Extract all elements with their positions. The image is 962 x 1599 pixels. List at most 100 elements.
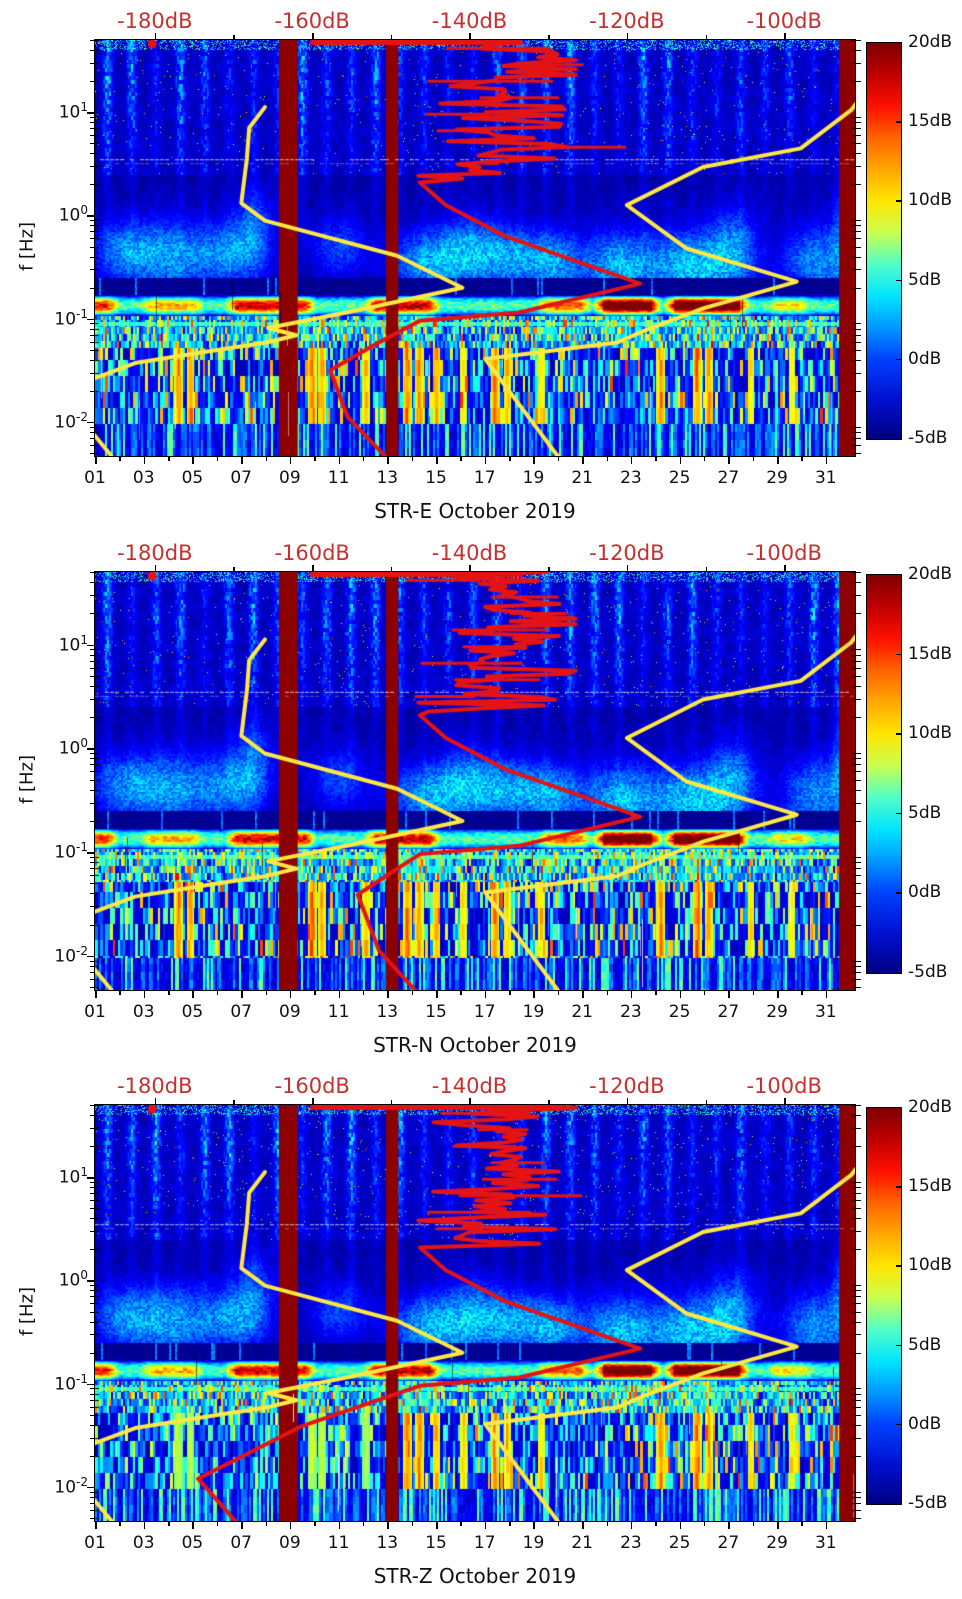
y-axis-minor-tick <box>856 862 861 864</box>
x-axis-tick <box>777 1522 779 1529</box>
spectrogram-canvas-STR-E <box>94 39 856 457</box>
y-axis-minor-tick <box>90 1249 95 1251</box>
y-axis-minor-tick <box>90 256 95 258</box>
x-axis-tick-label: 03 <box>132 1533 155 1553</box>
y-axis-minor-tick <box>856 334 861 336</box>
top-axis-tick <box>390 35 393 40</box>
y-axis-minor-tick <box>90 135 95 137</box>
x-axis-tick <box>533 457 535 464</box>
y-axis-minor-tick <box>856 184 861 186</box>
y-axis-minor-tick <box>856 660 861 662</box>
colorbar-tick <box>896 1423 901 1426</box>
y-axis-minor-tick <box>856 1437 861 1439</box>
x-axis-tick <box>825 1522 828 1529</box>
x-axis-tick <box>168 1522 170 1526</box>
x-axis-tick-label: 01 <box>84 468 106 488</box>
y-axis-minor-tick <box>856 1393 861 1395</box>
y-axis-minor-tick <box>90 862 95 864</box>
colorbar <box>866 42 902 440</box>
y-axis-tick <box>87 215 95 217</box>
x-axis-tick <box>289 457 292 464</box>
y-axis-tick <box>87 1383 95 1386</box>
y-tick-exponent: -1 <box>76 306 88 321</box>
x-axis-tick <box>387 991 389 998</box>
x-axis-tick <box>216 457 219 461</box>
x-axis-tick <box>436 1522 438 1529</box>
x-axis-tick <box>509 457 511 461</box>
x-axis-tick <box>216 1522 219 1526</box>
x-axis-tick <box>460 1522 462 1526</box>
x-axis-tick-label: 17 <box>473 1002 496 1022</box>
colorbar-tick-label: 20dB <box>908 1097 953 1117</box>
top-axis-label: -140dB <box>431 541 508 565</box>
colorbar-tick-label: 0dB <box>908 1413 942 1434</box>
x-axis-tick-label: 01 <box>84 1002 106 1022</box>
x-axis-tick <box>387 1522 389 1529</box>
y-tick-base: 10 <box>54 309 77 330</box>
top-axis-tick <box>390 567 393 572</box>
y-tick-base: 10 <box>54 842 77 863</box>
y-axis-minor-tick <box>90 166 95 168</box>
x-axis-tick-label: 23 <box>620 468 642 488</box>
y-axis-minor-tick <box>856 143 861 145</box>
y-axis-minor-tick <box>90 1491 95 1493</box>
y-axis-minor-tick <box>90 269 95 271</box>
y-axis-tick-label: 10-1 <box>28 307 88 330</box>
y-axis-minor-tick <box>856 153 861 155</box>
y-axis-minor-tick <box>90 1193 95 1195</box>
x-axis-tick <box>728 457 730 464</box>
y-axis-minor-tick <box>856 883 861 885</box>
y-axis-tick-label: 100 <box>28 736 88 759</box>
x-axis-tick-label: 09 <box>279 1533 301 1553</box>
x-axis-tick-label: 13 <box>376 1533 399 1553</box>
y-axis-tick-label: 100 <box>28 1268 88 1291</box>
x-axis-tick <box>338 457 341 464</box>
y-axis-tick-label: 10-2 <box>28 410 88 433</box>
y-tick-base: 10 <box>54 1477 77 1498</box>
x-axis-tick <box>655 457 657 461</box>
y-axis-tick <box>87 318 95 321</box>
x-axis-tick-label: 23 <box>620 1002 642 1022</box>
colorbar-tick-label: -5dB <box>908 428 948 448</box>
top-axis-label: -180dB <box>117 541 193 565</box>
top-axis-label: -100dB <box>746 541 822 565</box>
colorbar-tick-label: 20dB <box>908 564 953 584</box>
y-axis-minor-tick <box>856 40 861 42</box>
y-tick-exponent: 1 <box>80 100 88 115</box>
y-axis-minor-tick <box>90 698 95 700</box>
y-axis-minor-tick <box>856 582 861 584</box>
y-axis-minor-tick <box>90 184 95 186</box>
x-axis-tick <box>703 457 706 461</box>
x-axis-tick-label: 01 <box>84 1533 106 1553</box>
x-axis-tick <box>703 991 706 995</box>
y-axis-minor-tick <box>90 1399 95 1401</box>
y-axis-label: f [Hz] <box>16 1286 38 1337</box>
x-axis-tick <box>362 457 365 461</box>
y-axis-minor-tick <box>856 1285 861 1287</box>
x-axis-tick-label: 07 <box>230 468 252 488</box>
x-axis-tick-label: 31 <box>814 1533 837 1553</box>
x-axis-tick-label: 19 <box>522 468 545 488</box>
y-axis-minor-tick <box>90 654 95 656</box>
y-axis-minor-tick <box>856 231 861 233</box>
colorbar-tick-label: 10dB <box>908 1255 953 1276</box>
x-axis-tick <box>801 457 803 461</box>
y-axis-minor-tick <box>856 1399 861 1401</box>
x-axis-tick <box>703 1522 706 1526</box>
y-tick-exponent: -2 <box>76 1474 88 1489</box>
y-axis-tick-label: 101 <box>28 100 88 123</box>
y-tick-base: 10 <box>54 946 77 967</box>
x-axis-tick <box>119 991 121 995</box>
x-axis-tick-label: 09 <box>279 468 301 488</box>
x-axis-tick <box>289 1522 292 1529</box>
y-axis-minor-tick <box>856 349 861 351</box>
top-axis-label: -120dB <box>589 541 665 565</box>
x-axis-tick <box>95 991 97 998</box>
y-axis-tick-label: 10-2 <box>28 1475 88 1498</box>
y-axis-minor-tick <box>90 1393 95 1395</box>
colorbar-tick-label: 5dB <box>908 1334 942 1355</box>
y-axis-tick <box>87 112 95 114</box>
x-axis-tick <box>606 991 609 995</box>
y-axis-minor-tick <box>856 875 861 877</box>
